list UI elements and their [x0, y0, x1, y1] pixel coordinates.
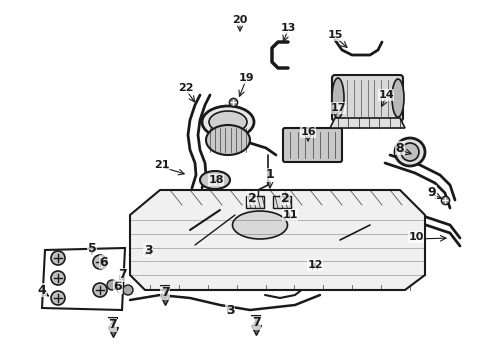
Circle shape — [93, 255, 107, 269]
Ellipse shape — [209, 111, 247, 133]
Text: 7: 7 — [118, 269, 126, 282]
Polygon shape — [330, 118, 405, 128]
Ellipse shape — [401, 143, 419, 161]
Circle shape — [51, 251, 65, 265]
Text: 11: 11 — [282, 210, 298, 220]
Text: 7: 7 — [252, 316, 260, 329]
Text: 9: 9 — [428, 185, 436, 198]
Text: 15: 15 — [327, 30, 343, 40]
Text: 13: 13 — [280, 23, 295, 33]
Text: 17: 17 — [330, 103, 346, 113]
Text: 22: 22 — [178, 83, 194, 93]
Circle shape — [51, 291, 65, 305]
FancyBboxPatch shape — [283, 128, 342, 162]
FancyBboxPatch shape — [332, 75, 403, 121]
Ellipse shape — [395, 138, 425, 166]
Ellipse shape — [332, 78, 344, 118]
Text: 20: 20 — [232, 15, 247, 25]
Text: 7: 7 — [161, 287, 170, 300]
Ellipse shape — [200, 171, 230, 189]
Ellipse shape — [232, 211, 288, 239]
Ellipse shape — [392, 79, 404, 117]
Circle shape — [93, 283, 107, 297]
Text: 3: 3 — [144, 243, 152, 256]
Text: 1: 1 — [266, 168, 274, 181]
Text: 12: 12 — [307, 260, 323, 270]
Text: 2: 2 — [281, 192, 290, 204]
Text: 2: 2 — [247, 192, 256, 204]
Text: 7: 7 — [108, 319, 117, 332]
Text: 4: 4 — [38, 284, 47, 297]
Text: 18: 18 — [208, 175, 224, 185]
Text: 19: 19 — [238, 73, 254, 83]
Text: 8: 8 — [396, 141, 404, 154]
Circle shape — [51, 271, 65, 285]
Polygon shape — [130, 190, 425, 290]
Text: 6: 6 — [114, 280, 122, 293]
Text: 6: 6 — [99, 256, 108, 269]
Circle shape — [123, 285, 133, 295]
Polygon shape — [273, 196, 291, 208]
Ellipse shape — [206, 125, 250, 155]
Circle shape — [107, 280, 117, 290]
Text: 21: 21 — [154, 160, 170, 170]
Polygon shape — [246, 196, 264, 208]
Text: 14: 14 — [378, 90, 394, 100]
Ellipse shape — [202, 106, 254, 138]
Text: 3: 3 — [226, 303, 234, 316]
Text: 16: 16 — [300, 127, 316, 137]
Text: 5: 5 — [88, 242, 97, 255]
Text: 10: 10 — [408, 232, 424, 242]
